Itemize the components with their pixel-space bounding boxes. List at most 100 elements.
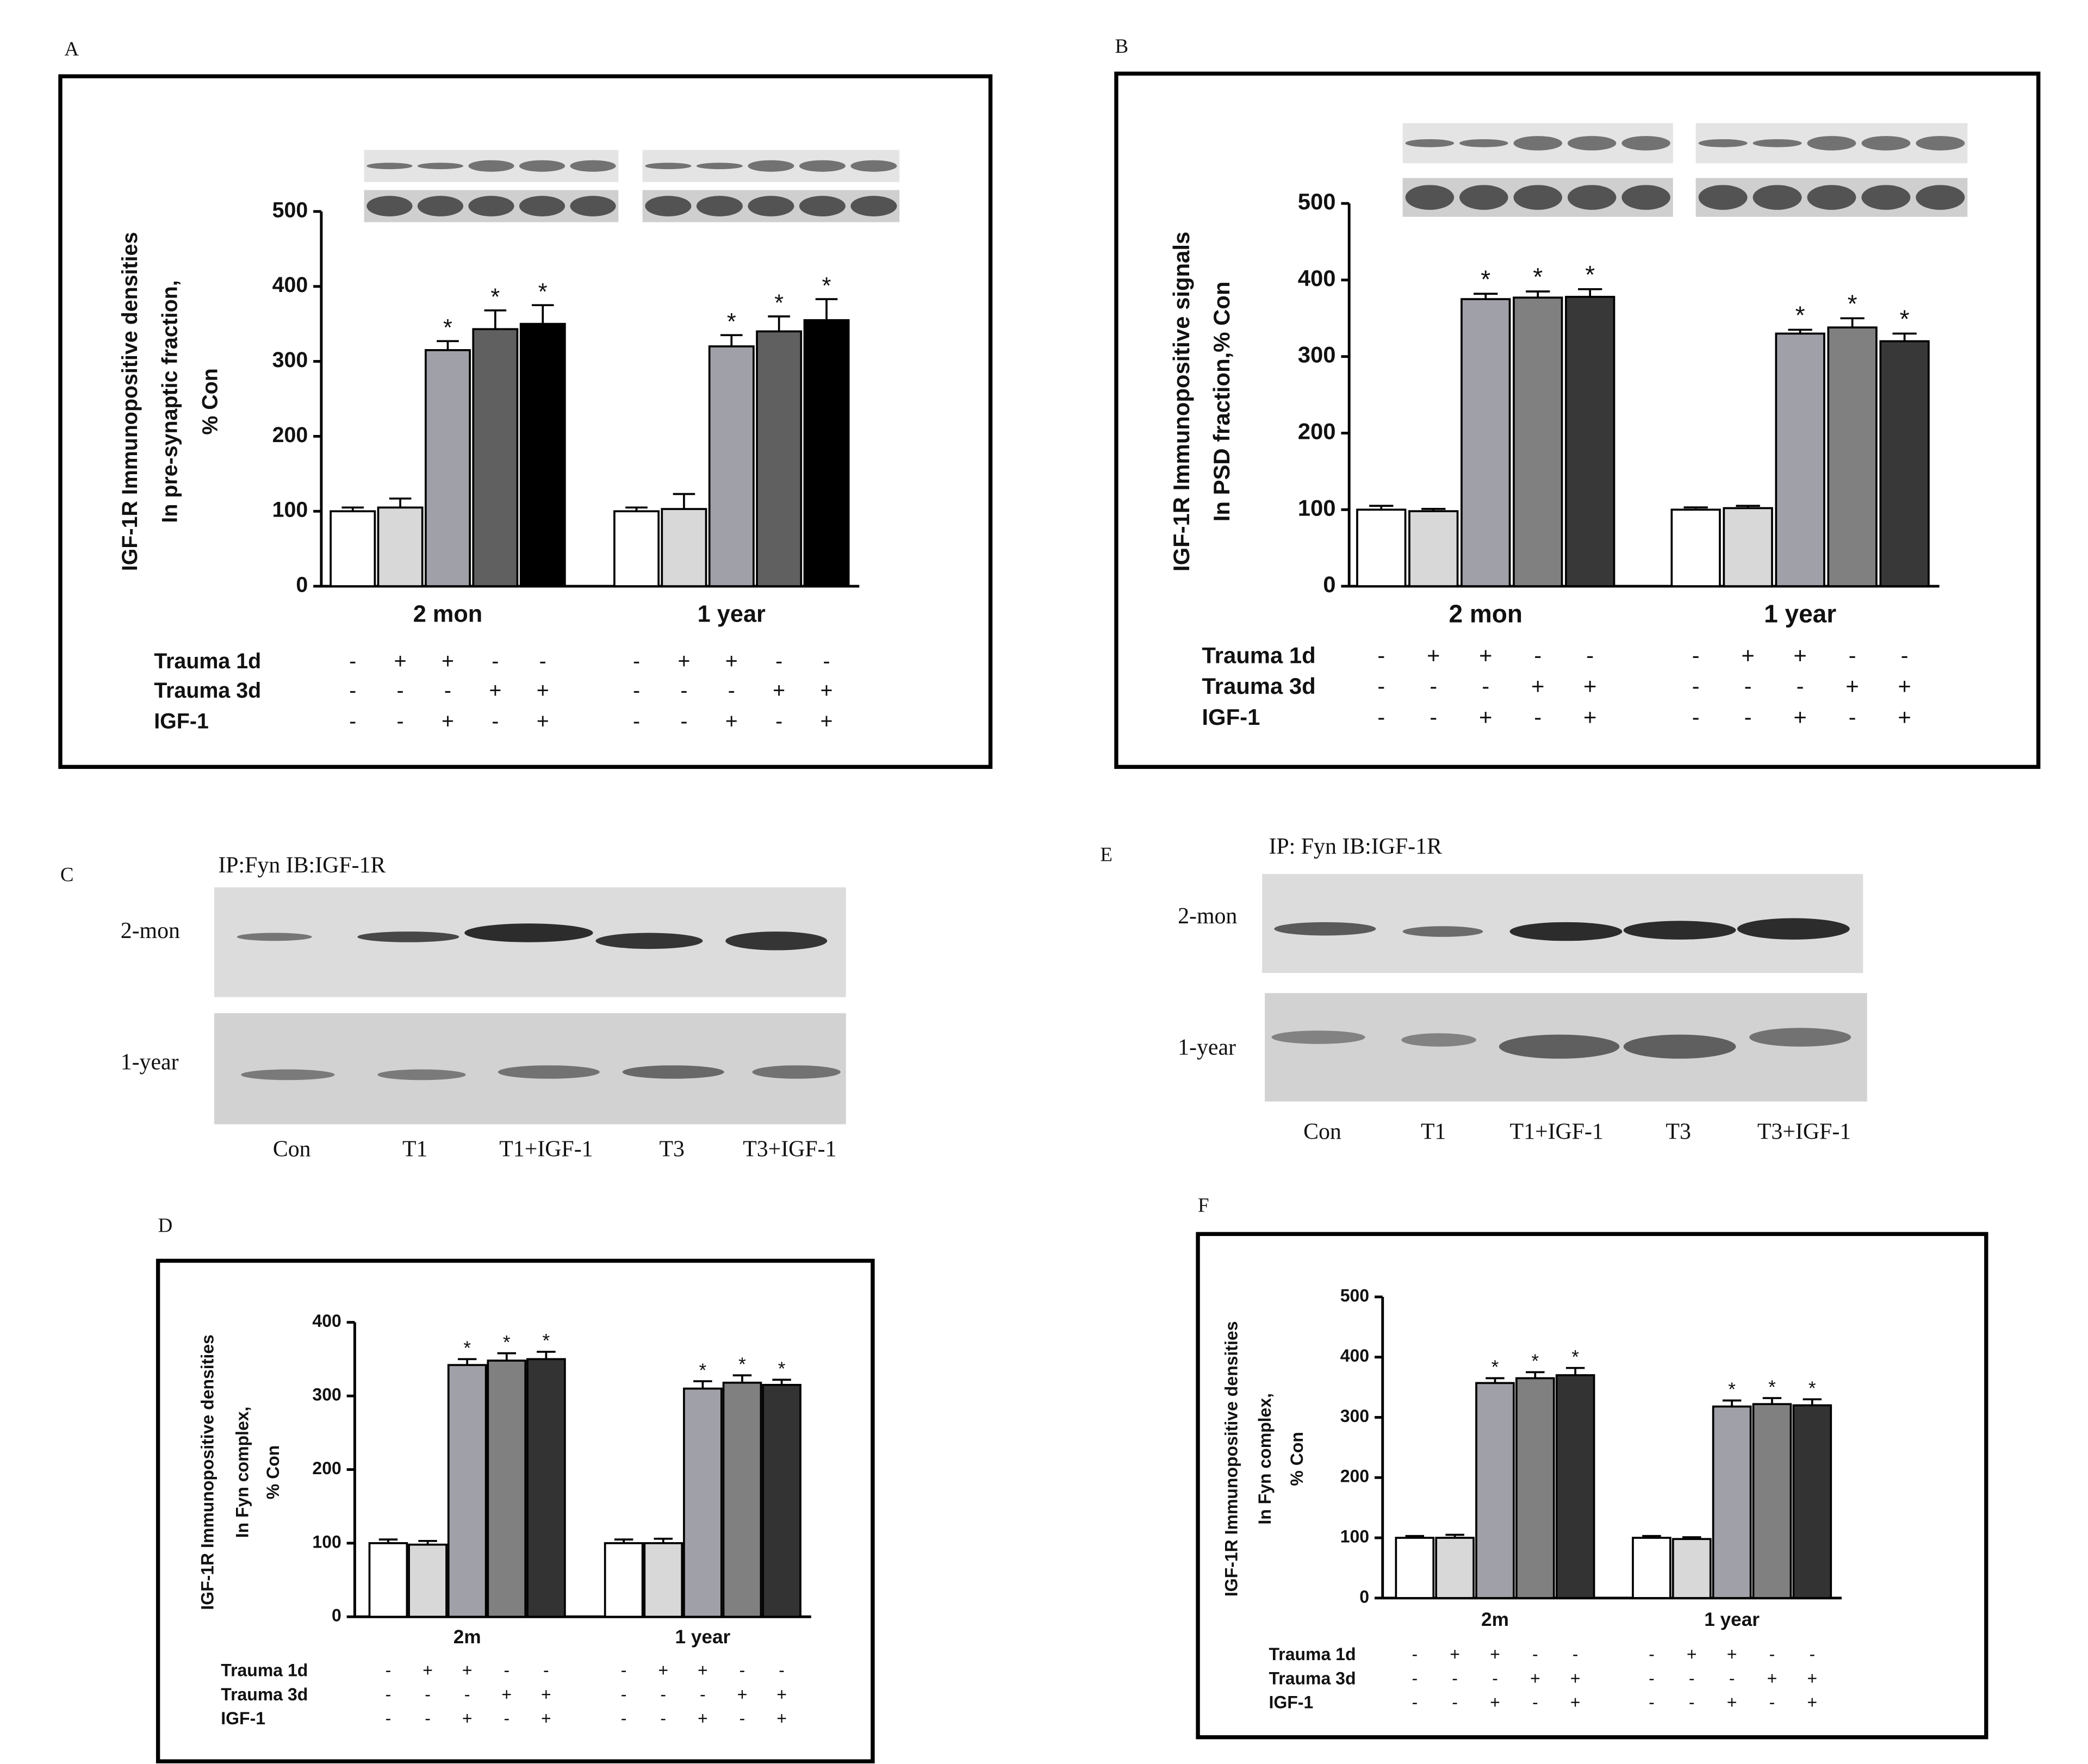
treatment-sign: - <box>1744 673 1752 699</box>
blot-band <box>1621 136 1670 151</box>
treatment-sign: + <box>1490 1693 1500 1712</box>
bar <box>1879 340 1930 587</box>
bar <box>1461 298 1511 587</box>
y-axis-label: In PSD fraction,% Con <box>1209 282 1234 522</box>
blot-band <box>1698 185 1748 210</box>
panel-frame <box>1114 71 2041 769</box>
y-axis-label: In Fyn complex, <box>233 1407 252 1538</box>
y-tick-label: 500 <box>272 198 308 222</box>
y-tick-label: 200 <box>1340 1467 1369 1486</box>
treatment-sign: - <box>397 710 404 734</box>
significance-mark: * <box>778 1358 786 1380</box>
panel-letter: E <box>1100 843 1113 866</box>
error-bar <box>1840 317 1865 328</box>
treatment-sign: + <box>442 710 454 734</box>
error-bar <box>1788 328 1812 334</box>
treatment-sign: - <box>492 649 499 673</box>
blot-band <box>1698 139 1748 147</box>
blot-lane-label: T1 <box>1421 1119 1446 1144</box>
y-axis-label: IGF-1R Immunopositive signals <box>1169 232 1194 572</box>
blot-band <box>1737 918 1850 940</box>
treatment-sign: - <box>386 1685 391 1704</box>
treatment-label: Trauma 3d <box>221 1685 308 1704</box>
treatment-sign: - <box>397 679 404 703</box>
blot-band <box>595 933 703 949</box>
treatment-sign: - <box>1849 643 1856 668</box>
y-tick-label: 100 <box>272 498 308 522</box>
treatment-sign: + <box>1583 673 1596 699</box>
y-tick-label: 400 <box>312 1311 341 1331</box>
blot-lane-label: T1+IGF-1 <box>499 1136 593 1161</box>
blot-band <box>377 1069 466 1080</box>
treatment-sign: - <box>680 710 687 734</box>
y-tick-label: 300 <box>1298 342 1336 368</box>
error-bar <box>1892 332 1917 341</box>
treatment-sign: + <box>1898 704 1911 730</box>
treatment-sign: + <box>658 1661 668 1680</box>
treatment-sign: - <box>823 649 830 673</box>
y-tick-label: 0 <box>1359 1587 1369 1606</box>
treatment-label: IGF-1 <box>1202 704 1260 730</box>
treatment-sign: + <box>422 1661 433 1680</box>
error-bar <box>389 497 412 508</box>
bar <box>408 1543 448 1618</box>
bar <box>1356 508 1407 587</box>
y-tick-label: 100 <box>1340 1526 1369 1546</box>
error-bar <box>673 493 695 510</box>
treatment-sign: + <box>1570 1668 1581 1688</box>
bar <box>1565 296 1615 587</box>
treatment-sign: - <box>1586 643 1594 668</box>
treatment-sign: - <box>1430 673 1437 699</box>
significance-mark: * <box>503 1332 511 1353</box>
error-bar <box>732 1374 752 1383</box>
treatment-sign: + <box>1767 1668 1778 1688</box>
treatment-sign: + <box>442 649 454 673</box>
y-axis-label: IGF-1R Immunopositive densities <box>118 232 142 572</box>
error-bar <box>1803 1398 1822 1406</box>
treatment-sign: - <box>349 710 356 734</box>
error-bar <box>1421 508 1446 512</box>
bar <box>661 508 707 587</box>
y-tick-label: 500 <box>1340 1285 1369 1305</box>
significance-mark: * <box>1809 1378 1816 1399</box>
significance-mark: * <box>727 309 736 335</box>
panel-letter: F <box>1198 1194 1209 1216</box>
bar <box>1670 508 1721 587</box>
bar <box>1632 1537 1671 1599</box>
bar <box>683 1387 723 1618</box>
blot-band <box>645 163 692 170</box>
treatment-sign: + <box>1427 643 1440 668</box>
significance-mark: * <box>1900 305 1910 333</box>
blot-lane-label: T3+IGF-1 <box>1757 1119 1851 1144</box>
treatment-sign: - <box>504 1661 509 1680</box>
treatment-sign: - <box>1689 1693 1695 1712</box>
blot-lane-label: T3 <box>1666 1119 1691 1144</box>
y-axis-label: IGF-1R Immunopositive densities <box>1221 1321 1241 1597</box>
blot-band <box>752 1065 841 1079</box>
blot-band <box>468 196 514 216</box>
error-bar <box>614 1538 633 1543</box>
treatment-sign: - <box>680 679 687 703</box>
blot-row-label: 2-mon <box>121 918 180 943</box>
treatment-sign: - <box>1412 1693 1418 1712</box>
treatment-sign: + <box>1793 704 1806 730</box>
blot-band <box>468 160 514 172</box>
error-bar <box>625 506 648 512</box>
error-bar <box>1445 1533 1464 1538</box>
treatment-sign: + <box>1727 1693 1737 1712</box>
significance-mark: * <box>1571 1346 1579 1368</box>
bar <box>472 328 519 587</box>
error-bar <box>437 340 459 350</box>
error-bar <box>1369 505 1394 510</box>
significance-mark: * <box>1795 301 1805 330</box>
treatment-label: IGF-1 <box>221 1709 265 1728</box>
blot-band <box>1405 139 1455 147</box>
treatment-sign: + <box>1479 643 1492 668</box>
panel-letter: A <box>64 38 79 60</box>
panel-letter: C <box>60 864 74 886</box>
treatment-sign: - <box>1769 1693 1775 1712</box>
treatment-sign: + <box>1530 1668 1540 1688</box>
treatment-sign: - <box>349 679 356 703</box>
treatment-sign: + <box>541 1709 551 1728</box>
treatment-sign: - <box>700 1685 706 1704</box>
